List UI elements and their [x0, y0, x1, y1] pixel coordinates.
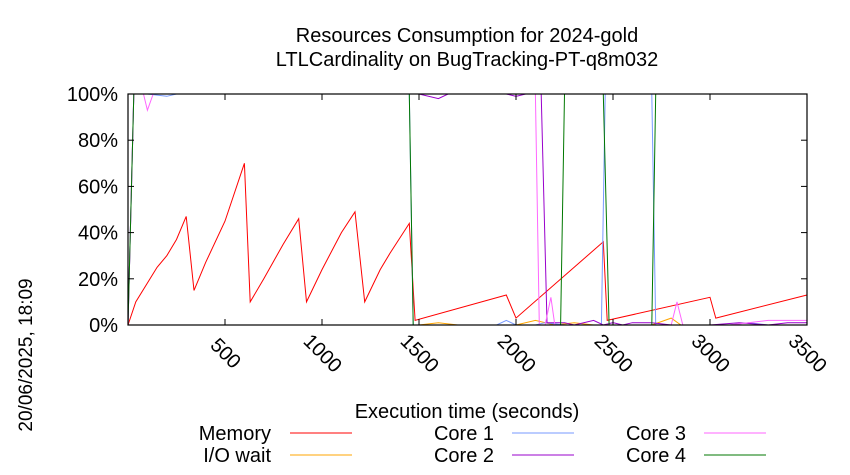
x-tick-label: 1500	[396, 330, 443, 377]
series-line-core-2	[127, 93, 807, 326]
y-tick-label: 60%	[78, 176, 118, 198]
x-axis-label: Execution time (seconds)	[355, 401, 580, 423]
x-tick-label: 2000	[493, 330, 540, 377]
y-tick-label: 0%	[89, 315, 118, 337]
y-tick-label: 100%	[67, 84, 118, 106]
series-line-core-1	[127, 93, 807, 326]
series-line-core-4	[127, 93, 807, 326]
x-tick-label: 3000	[687, 330, 734, 377]
y-tick-label: 40%	[78, 223, 118, 245]
legend-label-core-3: Core 3	[626, 423, 686, 445]
plot-frame	[127, 93, 808, 326]
legend-label-core-4: Core 4	[626, 445, 686, 467]
series-line-i-o-wait	[128, 317, 807, 326]
series-line-memory	[127, 163, 808, 326]
chart-title: Resources Consumption for 2024-gold	[296, 25, 638, 47]
y-tick-label: 20%	[78, 269, 118, 291]
timestamp-label: 20/06/2025, 18:09	[16, 278, 37, 431]
legend-label-memory: Memory	[199, 423, 271, 445]
legend-label-core-1: Core 1	[434, 423, 494, 445]
x-tick-label: 3500	[784, 330, 831, 377]
y-tick-label: 80%	[78, 130, 118, 152]
legend-label-i-o-wait: I/O wait	[203, 445, 271, 467]
x-tick-label: 500	[206, 334, 245, 373]
legend-label-core-2: Core 2	[434, 445, 494, 467]
x-tick-label: 2500	[590, 330, 637, 377]
x-tick-label: 1000	[299, 330, 346, 377]
series-line-core-3	[127, 93, 807, 326]
chart-subtitle: LTLCardinality on BugTracking-PT-q8m032	[276, 49, 658, 71]
